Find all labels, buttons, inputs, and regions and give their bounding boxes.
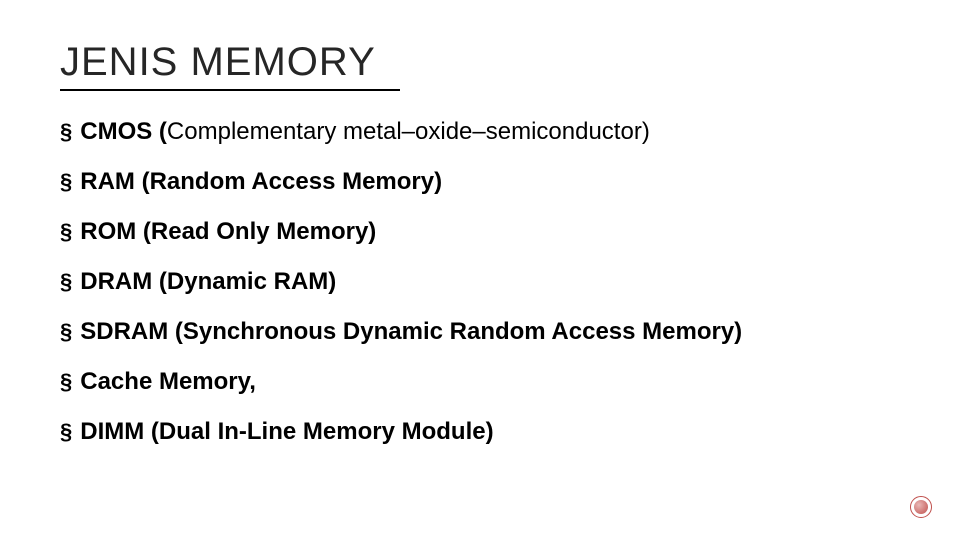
bullet-icon: § — [60, 417, 72, 447]
normal-run: Complementary metal–oxide–semiconductor) — [167, 118, 650, 145]
bullet-list: § CMOS (Complementary metal–oxide–semico… — [60, 117, 900, 447]
all-bold-run: DRAM (Dynamic RAM) — [80, 268, 336, 295]
list-item-text: Cache Memory, — [80, 367, 256, 397]
list-item-text: DRAM (Dynamic RAM) — [80, 267, 336, 297]
bullet-icon: § — [60, 217, 72, 247]
all-bold-run: DIMM (Dual In-Line Memory Module) — [80, 418, 493, 445]
title-underline — [60, 89, 400, 91]
list-item: § SDRAM (Synchronous Dynamic Random Acce… — [60, 317, 900, 347]
bullet-icon: § — [60, 167, 72, 197]
list-item-text: DIMM (Dual In-Line Memory Module) — [80, 417, 493, 447]
list-item-text: ROM (Read Only Memory) — [80, 217, 376, 247]
list-item: § Cache Memory, — [60, 367, 900, 397]
list-item-text: SDRAM (Synchronous Dynamic Random Access… — [80, 317, 742, 347]
slide: JENIS MEMORY § CMOS (Complementary metal… — [0, 0, 960, 540]
slide-title: JENIS MEMORY — [60, 40, 900, 85]
all-bold-run: Cache Memory, — [80, 368, 256, 395]
title-wrap: JENIS MEMORY — [60, 40, 900, 91]
list-item: § RAM (Random Access Memory) — [60, 167, 900, 197]
list-item-text: RAM (Random Access Memory) — [80, 167, 442, 197]
all-bold-run: SDRAM (Synchronous Dynamic Random Access… — [80, 318, 742, 345]
bullet-icon: § — [60, 267, 72, 297]
all-bold-run: ROM (Read Only Memory) — [80, 218, 376, 245]
bullet-icon: § — [60, 367, 72, 397]
list-item: § DRAM (Dynamic RAM) — [60, 267, 900, 297]
list-item: § ROM (Read Only Memory) — [60, 217, 900, 247]
bullet-icon: § — [60, 117, 72, 147]
corner-orb-icon — [910, 496, 932, 518]
bold-run: CMOS ( — [80, 118, 167, 145]
all-bold-run: RAM (Random Access Memory) — [80, 168, 442, 195]
list-item: § DIMM (Dual In-Line Memory Module) — [60, 417, 900, 447]
list-item-text: CMOS (Complementary metal–oxide–semicond… — [80, 117, 650, 147]
bullet-icon: § — [60, 317, 72, 347]
list-item: § CMOS (Complementary metal–oxide–semico… — [60, 117, 900, 147]
